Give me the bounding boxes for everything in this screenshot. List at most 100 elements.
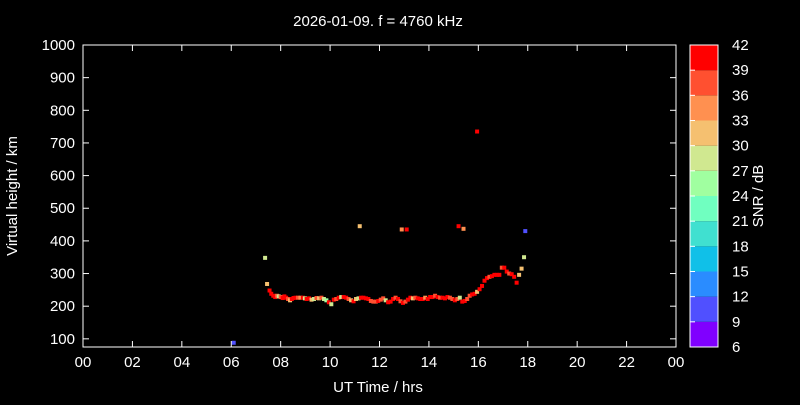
data-point (428, 295, 433, 300)
data-point (396, 297, 401, 302)
data-point (381, 296, 386, 301)
data-point (494, 272, 499, 277)
y-tick-label: 500 (50, 200, 75, 217)
colorbar: 6 9 12 15 18 21 24 27 30 33 36 39 42 (689, 37, 749, 356)
x-tick-label: 10 (322, 354, 339, 371)
data-point (336, 295, 341, 300)
colorbar-bin (690, 321, 718, 347)
data-point (423, 295, 428, 300)
data-point (462, 298, 467, 303)
data-point (445, 295, 450, 300)
data-point (314, 296, 319, 301)
y-tick-label: 800 (50, 102, 75, 119)
data-point (321, 297, 326, 302)
data-point (460, 299, 465, 304)
data-point (326, 300, 331, 305)
data-point (408, 295, 413, 300)
data-point (435, 295, 440, 300)
x-tick-label: 00 (668, 354, 685, 371)
data-point (497, 272, 502, 277)
data-point (344, 295, 349, 300)
x-tick-label: 14 (421, 354, 438, 371)
colorbar-tick-label: 39 (732, 62, 749, 79)
y-tick-label: 300 (50, 266, 75, 283)
data-point (405, 297, 410, 302)
data-point (404, 227, 409, 232)
data-point (475, 129, 480, 134)
data-point (425, 297, 430, 302)
data-point (400, 300, 405, 305)
data-point (331, 297, 336, 302)
data-point (477, 287, 482, 292)
data-point (388, 299, 393, 304)
colorbar-bin (690, 145, 718, 171)
data-point (442, 296, 447, 301)
data-point (514, 280, 519, 285)
data-point (357, 224, 362, 229)
data-point (263, 255, 268, 260)
data-point (502, 265, 507, 270)
data-point (378, 297, 383, 302)
data-point (512, 274, 517, 279)
data-point (447, 295, 452, 300)
colorbar-tick-label: 24 (732, 188, 749, 205)
chart-title: 2026-01-09. f = 4760 kHz (293, 13, 463, 30)
data-point (324, 298, 329, 303)
colorbar-tick-label: 30 (732, 138, 749, 155)
data-point (456, 224, 461, 229)
y-tick-label: 700 (50, 135, 75, 152)
data-point (492, 272, 497, 277)
x-tick-label: 16 (470, 354, 487, 371)
data-point (420, 297, 425, 302)
data-point (465, 297, 470, 302)
colorbar-tick-label: 27 (732, 163, 749, 180)
data-point (452, 298, 457, 303)
data-point (461, 226, 466, 231)
data-point (376, 298, 381, 303)
data-point (523, 229, 528, 234)
y-tick-label: 200 (50, 298, 75, 315)
y-axis-label: Virtual height / km (4, 136, 21, 256)
y-tick-label: 400 (50, 233, 75, 250)
x-tick-label: 22 (618, 354, 635, 371)
colorbar-bin (690, 120, 718, 146)
axes: 00 02 04 06 08 10 12 14 16 18 20 22 0010020030040050… (42, 37, 685, 371)
data-point (418, 297, 423, 302)
colorbar-label: SNR / dB (750, 165, 767, 228)
data-point (341, 295, 346, 300)
data-point (309, 297, 314, 302)
colorbar-tick-label: 9 (732, 314, 740, 331)
data-point (267, 288, 272, 293)
data-point (482, 278, 487, 283)
data-point (295, 295, 300, 300)
data-point (470, 292, 475, 297)
data-point (487, 274, 492, 279)
data-point (480, 283, 485, 288)
data-point (373, 299, 378, 304)
data-point (403, 299, 408, 304)
data-point (393, 295, 398, 300)
data-point (504, 269, 509, 274)
data-point (334, 297, 339, 302)
x-axis-label: UT Time / hrs (333, 379, 423, 396)
data-point (346, 297, 351, 302)
data-point (399, 227, 404, 232)
data-point (316, 296, 321, 301)
data-point (415, 296, 420, 301)
colorbar-tick-label: 12 (732, 289, 749, 306)
data-point (293, 295, 298, 300)
data-point (304, 297, 309, 302)
data-point (450, 297, 455, 302)
data-point (361, 295, 366, 300)
y-tick-label: 600 (50, 168, 75, 185)
data-point (307, 296, 312, 301)
data-point (413, 295, 418, 300)
data-point (298, 295, 303, 300)
data-point (507, 271, 512, 276)
data-point (351, 299, 356, 304)
data-point (371, 299, 376, 304)
colorbar-bin (690, 221, 718, 247)
data-point (354, 297, 359, 302)
x-tick-label: 08 (272, 354, 289, 371)
